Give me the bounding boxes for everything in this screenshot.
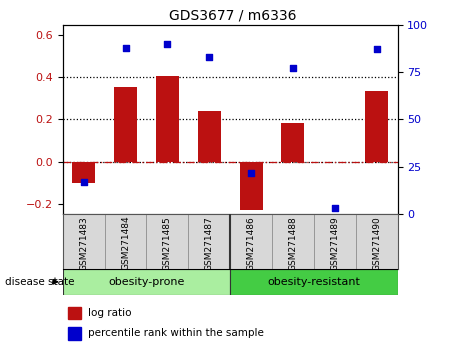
Text: GDS3677 / m6336: GDS3677 / m6336 xyxy=(169,9,296,23)
Bar xyxy=(314,214,356,269)
Bar xyxy=(365,91,388,161)
Bar xyxy=(230,269,398,295)
Bar xyxy=(156,76,179,161)
Text: GSM271488: GSM271488 xyxy=(288,216,298,270)
Bar xyxy=(68,307,81,319)
Text: GSM271485: GSM271485 xyxy=(163,216,172,270)
Text: GSM271486: GSM271486 xyxy=(246,216,256,270)
Bar xyxy=(72,161,95,183)
Bar xyxy=(239,161,263,210)
Point xyxy=(80,179,87,185)
Bar xyxy=(63,269,230,295)
Text: disease state: disease state xyxy=(5,277,74,287)
Point xyxy=(247,170,255,175)
Point xyxy=(331,206,339,211)
Text: GSM271487: GSM271487 xyxy=(205,216,214,270)
Bar xyxy=(63,214,105,269)
Text: obesity-prone: obesity-prone xyxy=(108,277,185,287)
Bar xyxy=(105,214,146,269)
Text: GSM271490: GSM271490 xyxy=(372,216,381,270)
Text: GSM271483: GSM271483 xyxy=(79,216,88,270)
Point xyxy=(122,45,129,50)
Text: GSM271484: GSM271484 xyxy=(121,216,130,270)
Text: GSM271489: GSM271489 xyxy=(330,216,339,270)
Bar xyxy=(188,214,230,269)
Bar xyxy=(272,214,314,269)
Point xyxy=(289,65,297,71)
Text: percentile rank within the sample: percentile rank within the sample xyxy=(88,329,264,338)
Bar xyxy=(198,111,221,161)
Text: obesity-resistant: obesity-resistant xyxy=(267,277,360,287)
Point xyxy=(164,41,171,46)
Bar xyxy=(356,214,398,269)
Text: log ratio: log ratio xyxy=(88,308,132,318)
Bar xyxy=(114,87,137,161)
Bar xyxy=(230,214,272,269)
Bar xyxy=(281,122,305,161)
Bar xyxy=(146,214,188,269)
Point xyxy=(206,54,213,60)
Point xyxy=(373,47,380,52)
Bar xyxy=(68,327,81,340)
